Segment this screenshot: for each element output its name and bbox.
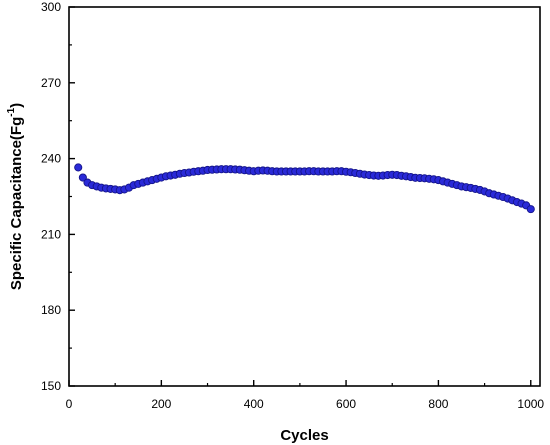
- x-tick-label: 800: [428, 397, 448, 411]
- y-tick-label: 210: [41, 227, 61, 241]
- y-tick-label: 180: [41, 303, 61, 317]
- y-tick-label: 300: [41, 0, 61, 14]
- data-point: [526, 205, 535, 214]
- axis-ticks: 0 200 400 600 800 1000 150 180 210 240 270 300: [41, 0, 544, 411]
- x-tick-label: 0: [66, 397, 73, 411]
- x-tick-label: 600: [336, 397, 356, 411]
- y-axis-title: Specific Capacitance(Fg-1): [6, 103, 25, 290]
- x-tick-label: 200: [151, 397, 171, 411]
- data-points: [74, 163, 535, 214]
- y-tick-label: 150: [41, 379, 61, 393]
- x-axis-title: Cycles: [280, 427, 328, 444]
- data-point: [78, 173, 87, 182]
- x-tick-label: 1000: [517, 397, 544, 411]
- y-tick-label: 270: [41, 76, 61, 90]
- y-tick-label: 240: [41, 152, 61, 166]
- data-point: [74, 163, 83, 172]
- plot-frame: [68, 6, 541, 387]
- x-tick-label: 400: [244, 397, 264, 411]
